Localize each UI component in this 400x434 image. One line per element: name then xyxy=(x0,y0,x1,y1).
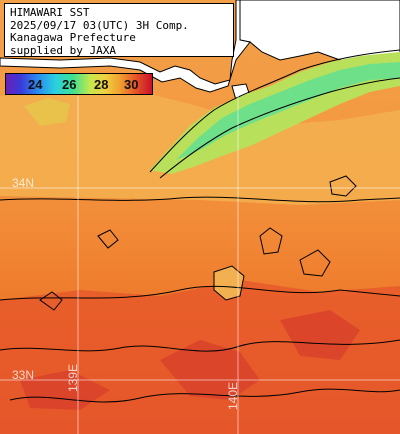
island-oshima xyxy=(213,265,245,301)
info-line-region: Kanagawa Prefecture xyxy=(10,31,136,44)
legend-tick: 24 xyxy=(28,77,43,92)
info-line-title: HIMAWARI SST xyxy=(10,6,90,19)
sea-green-core xyxy=(176,62,400,160)
legend-tick: 28 xyxy=(94,77,109,92)
map-info-box: HIMAWARI SST 2025/09/17 03(UTC) 3H Comp.… xyxy=(4,3,234,57)
isotherm-contours xyxy=(0,49,400,403)
legend-tick: 26 xyxy=(62,77,77,92)
lat-label-34n: 34N xyxy=(12,176,35,190)
temperature-legend: 24 26 28 30 xyxy=(5,73,153,95)
sea-hot-patches xyxy=(20,310,360,410)
lat-lon-grid xyxy=(0,96,400,434)
legend-tick: 30 xyxy=(124,77,139,92)
info-line-source: supplied by JAXA xyxy=(10,43,116,57)
sea-yellow-cove xyxy=(24,98,70,126)
lon-label-140e: 140E xyxy=(226,381,240,410)
info-line-date: 2025/09/17 03(UTC) 3H Comp. xyxy=(10,18,189,32)
lon-label-139e: 139E xyxy=(66,363,80,392)
lat-label-33n: 33N xyxy=(12,368,35,382)
